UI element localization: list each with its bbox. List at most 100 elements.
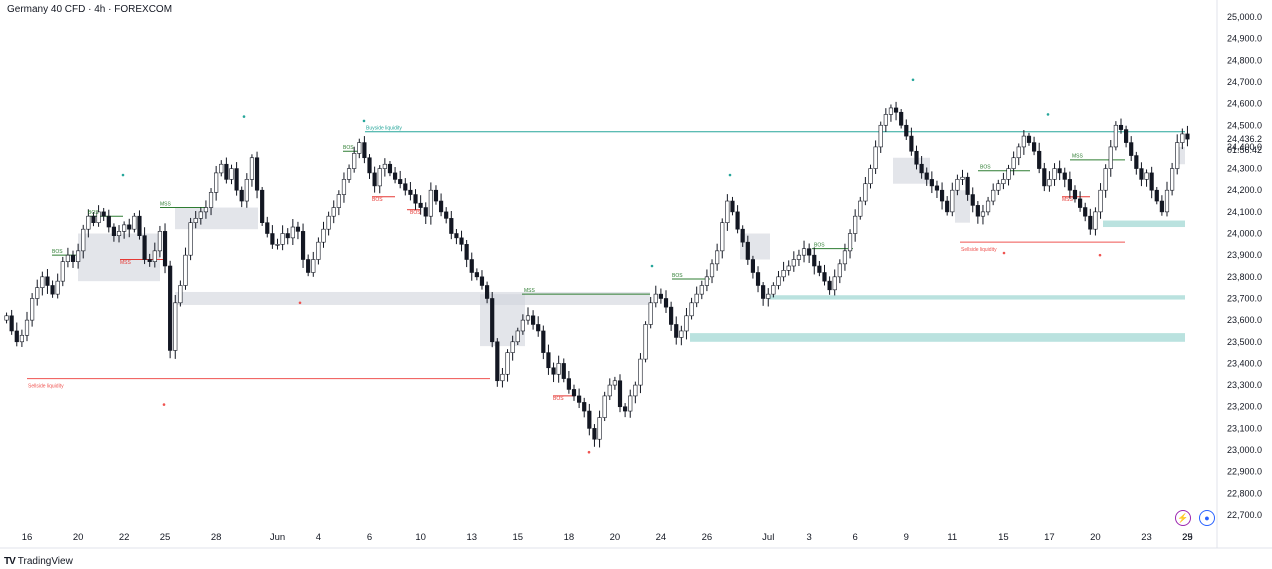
candle-body[interactable] xyxy=(704,276,709,286)
candle-body[interactable] xyxy=(157,231,163,252)
candle-body[interactable] xyxy=(531,315,536,325)
candle-body[interactable] xyxy=(254,157,260,191)
candle-body[interactable] xyxy=(1164,189,1170,213)
candle-body[interactable] xyxy=(950,189,955,213)
candle-body[interactable] xyxy=(985,200,991,213)
candle-body[interactable] xyxy=(183,254,188,286)
candle-body[interactable] xyxy=(398,179,403,185)
candle-body[interactable] xyxy=(1144,172,1149,180)
candle-body[interactable] xyxy=(832,276,837,291)
candle-body[interactable] xyxy=(991,189,996,202)
candle-body[interactable] xyxy=(541,330,546,353)
candle-body[interactable] xyxy=(699,285,704,295)
lightning-icon[interactable]: ⚡ xyxy=(1175,510,1191,526)
globe-icon[interactable]: ● xyxy=(1199,510,1215,526)
candle-body[interactable] xyxy=(193,218,198,223)
candle-body[interactable] xyxy=(234,168,239,191)
candle-body[interactable] xyxy=(1021,135,1026,148)
candle-body[interactable] xyxy=(60,261,65,282)
candle-body[interactable] xyxy=(132,215,137,230)
candle-body[interactable] xyxy=(367,157,372,174)
candle-body[interactable] xyxy=(362,142,367,159)
candle-body[interactable] xyxy=(658,293,663,299)
candle-body[interactable] xyxy=(19,334,24,343)
candle-body[interactable] xyxy=(111,226,116,236)
candle-body[interactable] xyxy=(1072,189,1078,200)
candle-body[interactable] xyxy=(689,302,694,317)
candle-body[interactable] xyxy=(382,163,387,169)
candle-body[interactable] xyxy=(265,222,270,234)
candle-body[interactable] xyxy=(1001,179,1006,185)
candle-body[interactable] xyxy=(648,302,653,325)
candle-body[interactable] xyxy=(152,250,157,262)
candle-body[interactable] xyxy=(807,248,812,256)
candle-body[interactable] xyxy=(577,395,582,403)
candle-body[interactable] xyxy=(812,254,817,267)
candle-body[interactable] xyxy=(776,276,781,286)
candle-body[interactable] xyxy=(229,168,234,180)
candle-body[interactable] xyxy=(725,200,730,223)
candle-body[interactable] xyxy=(1154,189,1159,202)
candle-body[interactable] xyxy=(1124,129,1129,143)
candle-body[interactable] xyxy=(65,254,70,262)
candle-body[interactable] xyxy=(106,215,111,228)
candle-body[interactable] xyxy=(750,259,756,273)
candle-body[interactable] xyxy=(883,114,888,126)
candle-body[interactable] xyxy=(551,367,556,375)
tradingview-branding[interactable]: TV TradingView xyxy=(4,555,73,567)
candle-body[interactable] xyxy=(433,189,439,202)
candle-body[interactable] xyxy=(275,244,280,246)
candle-body[interactable] xyxy=(40,276,45,288)
candle-body[interactable] xyxy=(1088,215,1093,230)
candle-body[interactable] xyxy=(485,285,490,299)
candle-body[interactable] xyxy=(306,259,311,273)
candle-body[interactable] xyxy=(822,272,827,282)
candle-body[interactable] xyxy=(4,315,9,321)
candle-body[interactable] xyxy=(1037,150,1042,169)
candle-body[interactable] xyxy=(510,341,515,353)
candle-body[interactable] xyxy=(1098,189,1103,213)
candle-body[interactable] xyxy=(444,211,449,219)
candle-body[interactable] xyxy=(1159,200,1164,213)
candle-body[interactable] xyxy=(694,293,699,304)
candle-body[interactable] xyxy=(602,395,607,418)
candle-body[interactable] xyxy=(331,207,336,217)
candle-body[interactable] xyxy=(224,163,229,180)
candle-body[interactable] xyxy=(827,280,832,291)
candle-body[interactable] xyxy=(1083,207,1088,217)
candle-body[interactable] xyxy=(474,272,479,278)
candle-body[interactable] xyxy=(341,179,347,195)
candle-body[interactable] xyxy=(945,200,950,213)
candle-body[interactable] xyxy=(960,176,965,180)
candle-body[interactable] xyxy=(50,285,55,295)
candle-body[interactable] xyxy=(137,215,142,236)
candle-body[interactable] xyxy=(1170,168,1175,191)
candle-body[interactable] xyxy=(81,228,86,252)
candle-body[interactable] xyxy=(556,363,561,375)
candle-body[interactable] xyxy=(377,168,382,187)
candle-body[interactable] xyxy=(643,324,648,360)
candle-body[interactable] xyxy=(955,179,960,191)
candle-body[interactable] xyxy=(239,189,244,202)
candle-body[interactable] xyxy=(740,228,745,243)
candle-body[interactable] xyxy=(1139,168,1144,180)
candle-body[interactable] xyxy=(280,233,285,245)
candle-body[interactable] xyxy=(1067,179,1072,191)
candle-body[interactable] xyxy=(1129,142,1134,156)
candle-body[interactable] xyxy=(469,259,474,273)
candle-body[interactable] xyxy=(1185,133,1190,140)
candle-body[interactable] xyxy=(428,189,433,217)
candle-body[interactable] xyxy=(142,235,147,260)
candle-body[interactable] xyxy=(582,402,587,412)
candle-body[interactable] xyxy=(888,107,894,115)
candle-body[interactable] xyxy=(219,163,224,174)
candle-body[interactable] xyxy=(285,233,290,239)
candle-body[interactable] xyxy=(290,226,295,239)
candle-body[interactable] xyxy=(771,285,776,295)
candle-body[interactable] xyxy=(24,319,30,336)
candle-body[interactable] xyxy=(1011,157,1016,169)
candle-body[interactable] xyxy=(674,324,679,338)
candle-body[interactable] xyxy=(817,265,822,273)
candle-body[interactable] xyxy=(372,172,377,187)
candle-body[interactable] xyxy=(1093,211,1098,230)
